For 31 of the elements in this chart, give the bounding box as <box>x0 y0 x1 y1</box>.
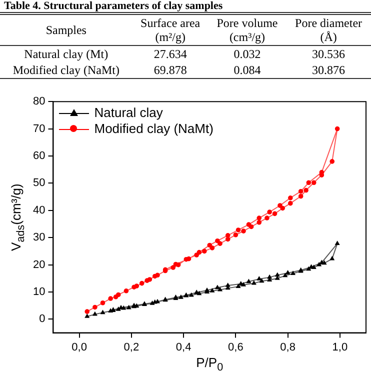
x-tick-label: 0,4 <box>176 341 192 354</box>
text: Modified clay (NaMt) <box>12 62 120 78</box>
y-tick-label: 70 <box>32 122 46 135</box>
y-tick-label: 60 <box>32 150 46 162</box>
x-tick-label: 0,8 <box>280 341 296 354</box>
text: 69.878 <box>152 62 188 78</box>
legend-label: Natural clay <box>94 104 163 121</box>
text: Natural clay (Mt) <box>23 46 110 62</box>
y-tick-label: 20 <box>32 258 46 271</box>
x-axis-title: P/P$_{0}$ <box>196 354 224 374</box>
y-tick-label: 10 <box>32 286 46 298</box>
y-tick-label: 80 <box>32 96 46 108</box>
text: 0.084 <box>232 62 262 78</box>
x-tick-label: 1,0 <box>332 341 348 354</box>
text: 30.536 <box>311 46 346 62</box>
text: Surface area (m²/g) <box>132 14 208 46</box>
y-tick-label: 0 <box>39 313 46 326</box>
x-tick-label: 0,6 <box>228 341 244 354</box>
text: Pore diameter (Å) <box>286 14 371 46</box>
x-tick-label: 0,2 <box>124 341 140 354</box>
text: 30.876 <box>311 62 346 78</box>
y-tick-label: 30 <box>32 232 46 244</box>
text: Samples <box>0 14 132 46</box>
x-tick-label: 0,0 <box>72 341 87 354</box>
text: 0.032 <box>232 46 262 62</box>
chart-title: Table 4. Structural parameters of clay samples <box>3 0 224 12</box>
text: 27.634 <box>152 46 188 62</box>
legend-label: Modified clay (NaMt) <box>94 120 214 137</box>
y-tick-label: 50 <box>32 177 46 190</box>
y-tick-label: 40 <box>32 204 46 216</box>
text: Pore volume (cm³/g) <box>208 14 286 46</box>
